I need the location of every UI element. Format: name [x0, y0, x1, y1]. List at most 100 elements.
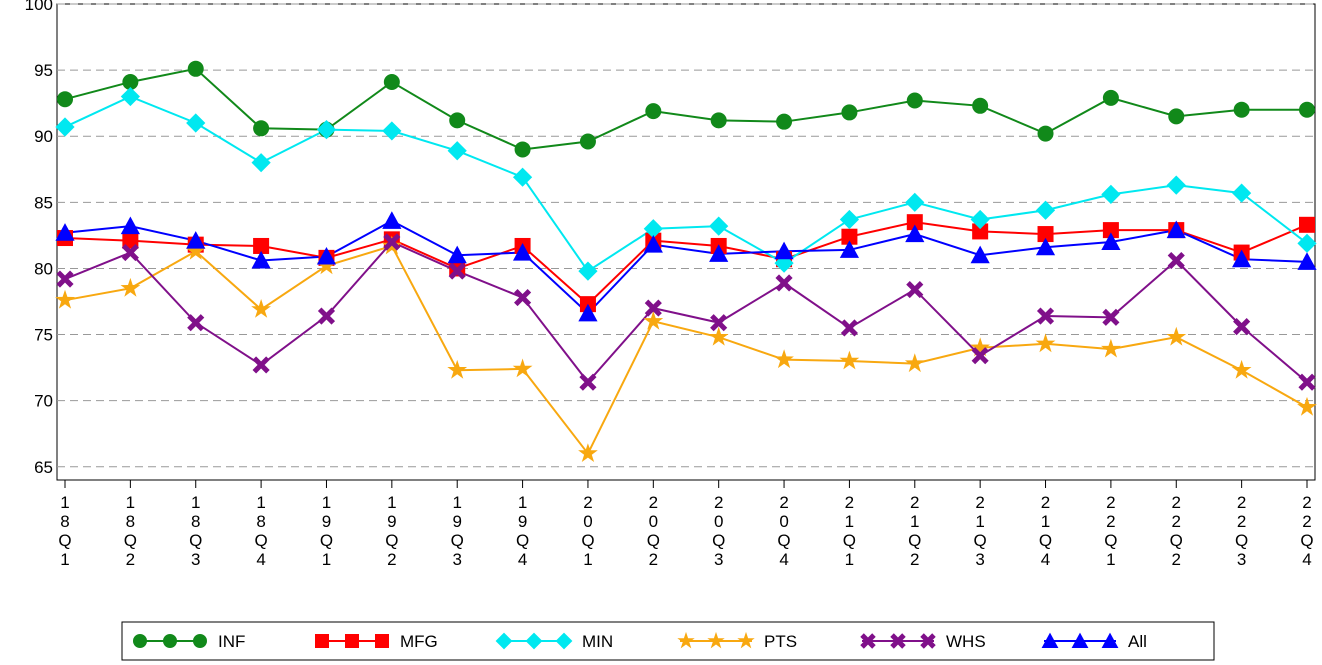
marker	[448, 262, 466, 280]
marker	[970, 209, 990, 230]
y-tick-label: 85	[34, 193, 53, 212]
marker	[1101, 338, 1121, 358]
marker	[1167, 251, 1185, 270]
marker	[579, 373, 597, 391]
marker	[1299, 216, 1315, 233]
marker	[317, 307, 336, 325]
marker	[710, 112, 727, 129]
legend-frame	[121, 621, 1215, 661]
marker	[186, 113, 206, 133]
marker	[906, 92, 923, 109]
marker	[578, 443, 598, 462]
marker	[905, 192, 925, 212]
marker	[1232, 183, 1252, 203]
series-line	[64, 240, 1308, 384]
marker	[253, 120, 270, 137]
marker	[1102, 222, 1119, 239]
marker	[383, 74, 400, 91]
marker	[316, 255, 337, 275]
marker	[120, 277, 141, 297]
marker	[251, 250, 271, 269]
marker	[1298, 373, 1316, 391]
marker	[840, 319, 858, 337]
marker	[737, 631, 755, 649]
marker	[1035, 237, 1056, 256]
marker	[860, 633, 876, 649]
marker	[775, 274, 793, 292]
marker	[1233, 318, 1251, 336]
marker	[776, 113, 793, 130]
marker	[56, 270, 74, 288]
marker	[382, 211, 402, 229]
marker	[1231, 359, 1252, 379]
series-line	[64, 219, 1308, 315]
y-tick-label: 90	[34, 127, 53, 146]
marker	[970, 337, 990, 357]
marker	[1297, 252, 1317, 270]
marker	[345, 634, 359, 648]
marker	[1102, 89, 1119, 106]
y-tick-label: 80	[34, 259, 53, 278]
marker	[1166, 175, 1186, 195]
marker	[525, 632, 543, 650]
legend-label: All	[1128, 632, 1147, 651]
marker	[643, 219, 663, 239]
marker	[185, 240, 206, 260]
marker	[120, 86, 140, 107]
y-tick-label: 75	[34, 326, 53, 345]
marker	[253, 237, 270, 254]
marker	[55, 289, 75, 309]
marker	[55, 223, 75, 241]
marker	[447, 359, 468, 379]
marker	[1101, 232, 1121, 250]
marker	[904, 353, 925, 373]
marker	[193, 634, 207, 648]
marker	[920, 633, 936, 649]
marker	[251, 299, 271, 318]
marker	[1041, 632, 1059, 648]
y-tick-label: 70	[34, 392, 53, 411]
marker	[1168, 108, 1185, 125]
marker	[57, 91, 73, 108]
marker	[316, 246, 337, 265]
marker	[1101, 184, 1121, 204]
marker	[122, 232, 139, 249]
marker	[316, 120, 337, 140]
marker	[578, 261, 598, 281]
marker	[1166, 326, 1187, 346]
marker	[645, 103, 662, 120]
legend-label: INF	[218, 632, 245, 651]
marker	[512, 167, 533, 187]
marker	[1166, 220, 1186, 239]
marker	[578, 303, 598, 322]
marker	[447, 245, 467, 264]
marker	[841, 104, 858, 121]
marker	[1035, 200, 1056, 220]
legend-label: MFG	[400, 632, 438, 651]
marker	[579, 133, 596, 150]
marker	[970, 245, 990, 264]
marker	[890, 633, 906, 649]
marker	[972, 97, 989, 114]
marker	[315, 634, 329, 648]
marker	[1036, 307, 1055, 325]
marker	[251, 153, 271, 173]
marker	[644, 299, 662, 317]
marker	[375, 634, 389, 648]
series-line	[64, 244, 1308, 456]
